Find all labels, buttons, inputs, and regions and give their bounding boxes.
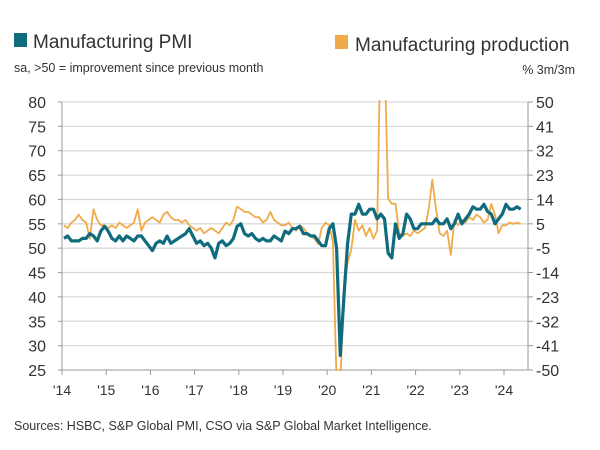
x-tick-label: '17: [185, 382, 203, 398]
right-tick-label: 23: [536, 168, 554, 185]
x-tick-label: '18: [230, 382, 248, 398]
left-tick-label: 60: [28, 192, 46, 209]
right-tick-label: 14: [536, 192, 554, 209]
right-tick-label: -14: [536, 266, 559, 283]
right-tick-label: -50: [536, 363, 559, 380]
x-tick-label: '21: [362, 382, 380, 398]
legend-swatch-production: [335, 35, 348, 49]
x-tick-label: '14: [53, 382, 71, 398]
x-tick-label: '23: [451, 382, 469, 398]
x-tick-label: '22: [406, 382, 424, 398]
legend-subtitle-production: % 3m/3m: [522, 63, 575, 77]
right-tick-label: -23: [536, 290, 559, 307]
series-lines: [63, 100, 522, 371]
left-tick-label: 40: [28, 290, 46, 307]
series-line-production: [63, 100, 521, 371]
left-tick-label: 50: [28, 241, 46, 258]
source-note: Sources: HSBC, S&P Global PMI, CSO via S…: [14, 419, 432, 433]
series-line-pmi: [63, 202, 522, 357]
left-tick-label: 45: [28, 266, 46, 283]
right-tick-label: 50: [536, 95, 554, 112]
left-tick-label: 70: [28, 144, 46, 161]
left-tick-label: 25: [28, 363, 46, 380]
x-tick-label: '24: [495, 382, 513, 398]
x-tick-label: '16: [141, 382, 159, 398]
right-tick-label: 41: [536, 119, 554, 136]
right-tick-label: -5: [536, 241, 550, 258]
axes: 80 75 70 65 60 55 50 45 40 35 30 25 50 41 32 23 14 5 -5 -14…: [28, 95, 559, 398]
left-tick-label: 35: [28, 314, 46, 331]
x-tick-label: '15: [97, 382, 115, 398]
right-tick-label: 32: [536, 144, 554, 161]
left-tick-label: 80: [28, 95, 46, 112]
right-tick-label: 5: [536, 217, 545, 234]
left-tick-label: 30: [28, 339, 46, 356]
right-tick-label: -41: [536, 339, 559, 356]
left-tick-label: 65: [28, 168, 46, 185]
left-tick-label: 75: [28, 119, 46, 136]
legend-label-production: Manufacturing production: [355, 35, 569, 56]
left-tick-label: 55: [28, 217, 46, 234]
legend-swatch-pmi: [14, 33, 27, 47]
right-tick-label: -32: [536, 314, 559, 331]
legend-subtitle-pmi: sa, >50 = improvement since previous mon…: [14, 61, 263, 75]
x-tick-label: '19: [274, 382, 292, 398]
x-tick-label: '20: [318, 382, 336, 398]
legend-label-pmi: Manufacturing PMI: [33, 32, 192, 53]
